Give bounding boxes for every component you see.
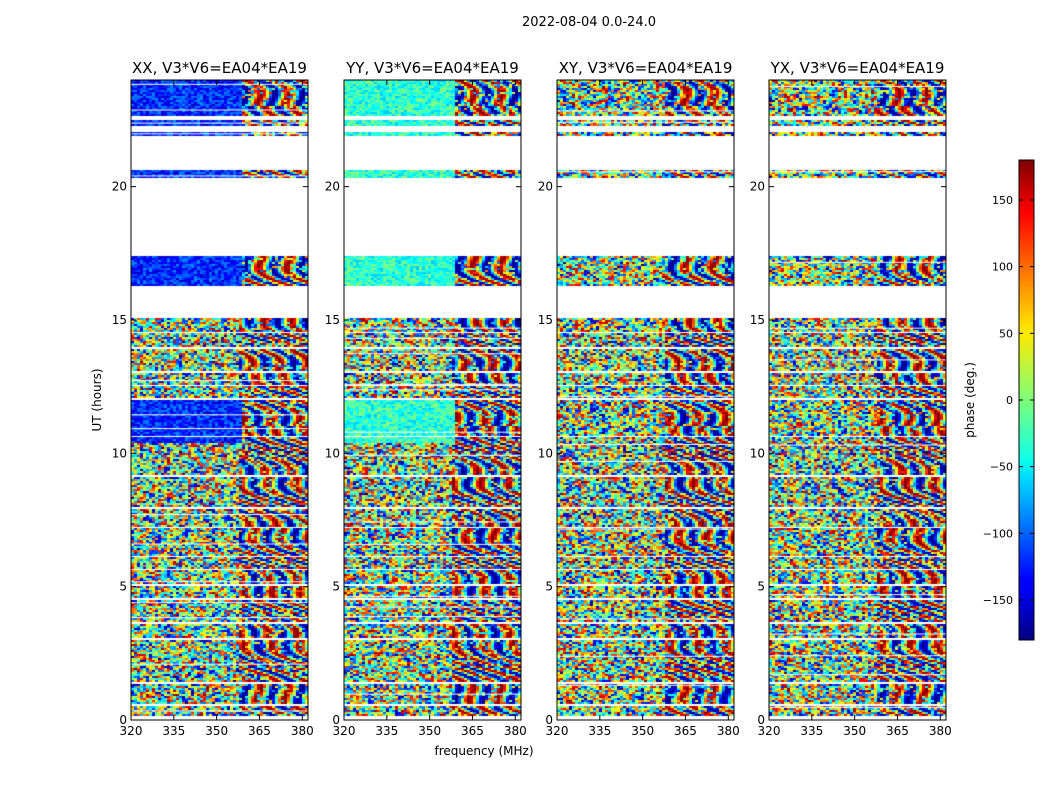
x-tick-label: 320 xyxy=(333,724,356,738)
x-tick-label: 335 xyxy=(162,724,185,738)
colorbar-tick-label: −100 xyxy=(983,527,1013,540)
y-tick-label: 10 xyxy=(538,446,553,460)
y-tick-label: 20 xyxy=(325,180,340,194)
panel-frame xyxy=(556,79,735,721)
x-tick-label: 350 xyxy=(631,724,654,738)
x-tick-label: 335 xyxy=(800,724,823,738)
y-tick-label: 20 xyxy=(538,180,553,194)
x-tick-label: 365 xyxy=(248,724,271,738)
x-tick-label: 320 xyxy=(758,724,781,738)
colorbar: −150 −100 −50 0 50 100 150 phase (deg.) xyxy=(963,159,1035,641)
y-tick-label: 0 xyxy=(332,713,340,727)
x-tick-label: 350 xyxy=(205,724,228,738)
x-tick-label: 365 xyxy=(674,724,697,738)
x-axis-label: frequency (MHz) xyxy=(434,744,533,758)
panel-yy: YY, V3*V6=EA04*EA19 320 335 350 365 380 0 5 10 15… xyxy=(325,59,527,738)
colorbar-tick-label: 100 xyxy=(992,261,1013,274)
y-tick-label: 10 xyxy=(325,446,340,460)
x-tick-label: 350 xyxy=(418,724,441,738)
y-tick-label: 5 xyxy=(545,580,553,594)
y-tick-label: 0 xyxy=(757,713,765,727)
y-axis-label: UT (hours) xyxy=(90,368,104,431)
colorbar-tick-label: 50 xyxy=(999,327,1013,340)
x-tick-label: 350 xyxy=(843,724,866,738)
y-tick-label: 10 xyxy=(750,446,765,460)
x-tick-label: 380 xyxy=(717,724,740,738)
colorbar-label: phase (deg.) xyxy=(963,362,977,438)
y-tick-label: 15 xyxy=(750,313,765,327)
x-tick-label: 335 xyxy=(375,724,398,738)
y-tick-label: 20 xyxy=(112,180,127,194)
panel-frame xyxy=(130,79,309,721)
y-tick-label: 0 xyxy=(545,713,553,727)
y-tick-label: 20 xyxy=(750,180,765,194)
x-tick-label: 380 xyxy=(504,724,527,738)
x-tick-label: 335 xyxy=(588,724,611,738)
phase-heatmap xyxy=(769,80,946,720)
colorbar-ticks: −150 −100 −50 0 50 100 150 xyxy=(983,194,1034,607)
y-tick-label: 15 xyxy=(112,313,127,327)
colorbar-tick-label: 150 xyxy=(992,194,1013,207)
phase-heatmap xyxy=(131,80,308,720)
colorbar-tick-label: 0 xyxy=(1006,394,1013,407)
panel-title: XX, V3*V6=EA04*EA19 xyxy=(132,59,307,77)
figure-suptitle: 2022-08-04 0.0-24.0 xyxy=(522,15,656,30)
x-tick-label: 365 xyxy=(886,724,909,738)
x-tick-label: 380 xyxy=(291,724,314,738)
x-tick-label: 365 xyxy=(461,724,484,738)
panel-title: YY, V3*V6=EA04*EA19 xyxy=(345,59,519,77)
panel-frame xyxy=(343,79,522,721)
x-tick-label: 380 xyxy=(929,724,952,738)
colorbar-tick-label: −50 xyxy=(990,461,1013,474)
y-tick-label: 5 xyxy=(119,580,127,594)
panels-layer: XX, V3*V6=EA04*EA19 320 335 350 365 380 0 5 10 15… xyxy=(112,59,952,738)
y-tick-label: 10 xyxy=(112,446,127,460)
panel-title: YX, V3*V6=EA04*EA19 xyxy=(770,59,945,77)
y-tick-label: 15 xyxy=(325,313,340,327)
x-tick-label: 320 xyxy=(120,724,143,738)
panel-yx: YX, V3*V6=EA04*EA19 320 335 350 365 380 0 5 10 15… xyxy=(750,59,952,738)
panel-frame xyxy=(768,79,947,721)
panel-xx: XX, V3*V6=EA04*EA19 320 335 350 365 380 0 5 10 15… xyxy=(112,59,314,738)
y-tick-label: 0 xyxy=(119,713,127,727)
y-tick-label: 5 xyxy=(757,580,765,594)
colorbar-tick-label: −150 xyxy=(983,594,1013,607)
phase-heatmap xyxy=(344,80,521,720)
panel-title: XY, V3*V6=EA04*EA19 xyxy=(559,59,733,77)
panel-xy: XY, V3*V6=EA04*EA19 320 335 350 365 380 0 5 10 15… xyxy=(538,59,740,738)
x-tick-label: 320 xyxy=(546,724,569,738)
y-tick-label: 5 xyxy=(332,580,340,594)
y-tick-label: 15 xyxy=(538,313,553,327)
phase-heatmap xyxy=(557,80,734,720)
